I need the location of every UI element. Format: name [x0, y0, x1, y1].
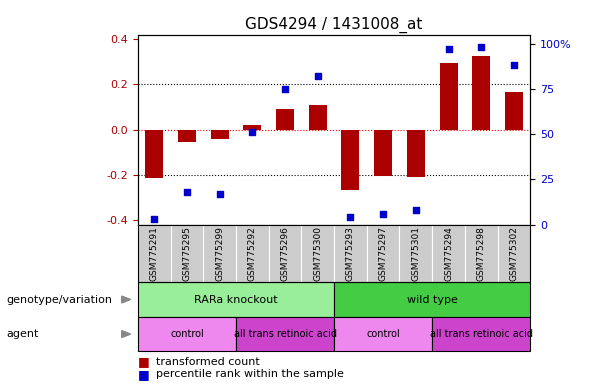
Point	[509, 62, 519, 68]
Text: GSM775300: GSM775300	[313, 226, 322, 281]
Bar	[145, 130, 163, 178]
Text: GSM775296: GSM775296	[281, 226, 289, 281]
Point	[215, 191, 224, 197]
Text: GSM775302: GSM775302	[509, 226, 519, 281]
Text: control: control	[170, 329, 204, 339]
Text: transformed count: transformed count	[156, 357, 260, 367]
Point	[182, 189, 192, 195]
Point	[411, 207, 421, 213]
Text: GSM775297: GSM775297	[379, 226, 387, 281]
Bar	[407, 130, 425, 177]
Text: ■: ■	[138, 368, 150, 381]
Bar	[374, 130, 392, 176]
Bar	[472, 56, 490, 130]
Text: genotype/variation: genotype/variation	[6, 295, 112, 305]
Point	[444, 46, 454, 52]
Text: GSM775295: GSM775295	[183, 226, 191, 281]
Bar	[211, 130, 229, 139]
Text: GSM775292: GSM775292	[248, 226, 257, 281]
Bar	[178, 130, 196, 142]
Text: percentile rank within the sample: percentile rank within the sample	[156, 369, 344, 379]
Title: GDS4294 / 1431008_at: GDS4294 / 1431008_at	[245, 17, 423, 33]
Point	[378, 211, 388, 217]
Point	[248, 129, 257, 136]
Text: all trans retinoic acid: all trans retinoic acid	[430, 329, 533, 339]
Bar	[505, 92, 523, 130]
Text: GSM775294: GSM775294	[444, 226, 453, 281]
Text: GSM775293: GSM775293	[346, 226, 355, 281]
Text: ■: ■	[138, 355, 150, 368]
Text: RARa knockout: RARa knockout	[194, 295, 278, 305]
Point	[313, 73, 322, 79]
Point	[150, 216, 159, 222]
Text: all trans retinoic acid: all trans retinoic acid	[234, 329, 337, 339]
Bar	[309, 105, 327, 130]
Text: control: control	[366, 329, 400, 339]
Bar	[276, 109, 294, 130]
Text: wild type: wild type	[407, 295, 457, 305]
Text: GSM775298: GSM775298	[477, 226, 485, 281]
Text: agent: agent	[6, 329, 39, 339]
Text: GSM775291: GSM775291	[150, 226, 159, 281]
Point	[346, 214, 356, 220]
Bar	[243, 125, 261, 130]
Text: GSM775299: GSM775299	[215, 226, 224, 281]
Bar	[440, 63, 457, 130]
Point	[280, 86, 290, 92]
Point	[476, 44, 486, 50]
Text: GSM775301: GSM775301	[411, 226, 421, 281]
Bar	[341, 130, 359, 190]
